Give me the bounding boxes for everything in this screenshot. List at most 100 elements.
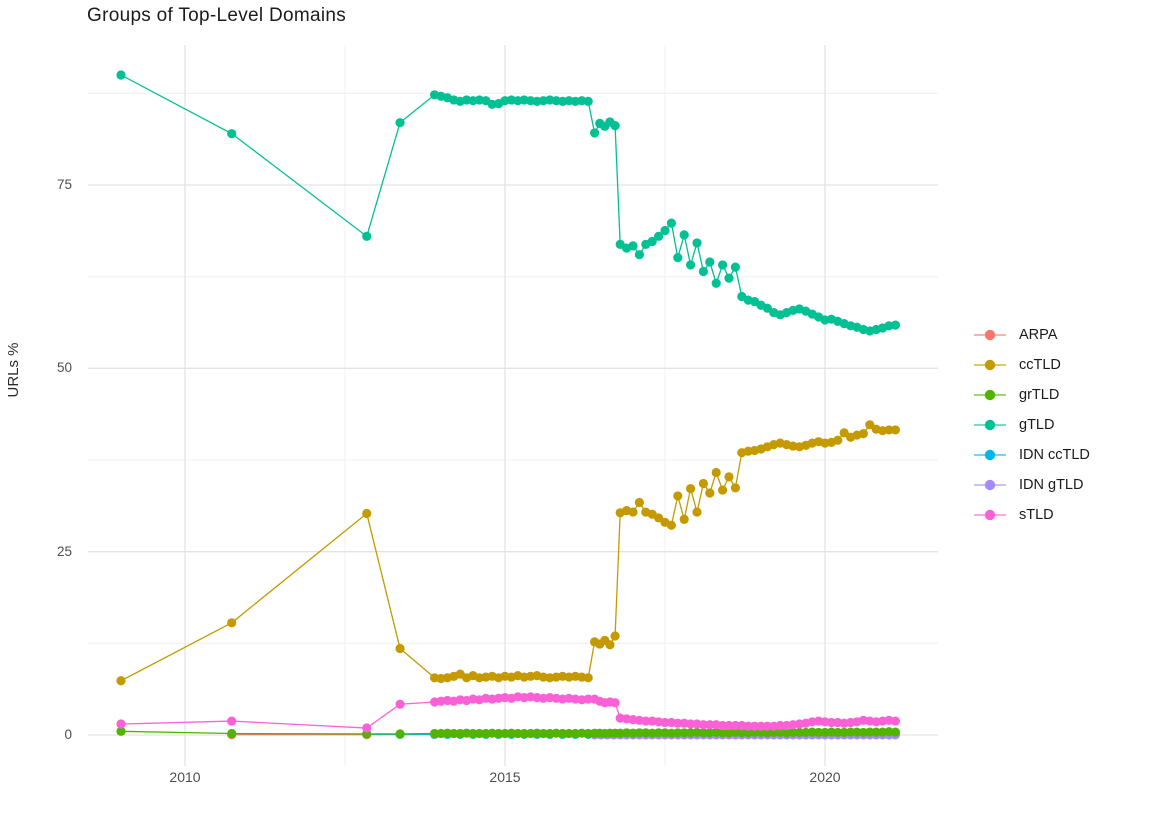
data-point (610, 631, 620, 641)
data-point (718, 260, 728, 270)
data-point (839, 428, 849, 438)
data-point (634, 728, 645, 738)
data-point (558, 728, 568, 739)
legend-label: gTLD (1019, 417, 1055, 433)
data-point (227, 716, 237, 726)
data-point (647, 236, 657, 247)
data-point (634, 250, 645, 260)
data-point (583, 673, 593, 683)
x-tick-label-2015: 2015 (489, 769, 521, 785)
data-point (227, 728, 237, 739)
legend-label: ccTLD (1019, 357, 1061, 373)
data-point (610, 698, 620, 708)
data-point (692, 238, 702, 248)
data-point (718, 720, 728, 731)
data-point (395, 699, 405, 709)
data-point (660, 717, 670, 728)
data-point (705, 720, 715, 730)
legend-key-icon (974, 449, 1006, 461)
data-point (116, 676, 126, 686)
data-point (762, 721, 773, 731)
data-point (395, 729, 405, 739)
data-point (711, 467, 721, 478)
series-cctld (116, 420, 901, 686)
y-tick-label-75: 75 (56, 177, 72, 192)
legend-key-icon (974, 509, 1006, 521)
data-point (686, 260, 696, 270)
data-point (711, 278, 721, 288)
legend-item-gtld: gTLD (972, 410, 1090, 440)
data-point (737, 728, 747, 738)
legend-key-icon (974, 329, 1006, 341)
data-point (641, 716, 651, 726)
legend-label: ARPA (1019, 327, 1058, 343)
data-point (654, 513, 664, 523)
data-point (673, 718, 683, 728)
chart-title: Groups of Top-Level Domains (87, 5, 347, 26)
data-point (750, 721, 760, 731)
data-point (865, 727, 875, 737)
data-point (430, 728, 440, 739)
data-point (494, 728, 504, 739)
data-point (519, 728, 529, 739)
data-point (756, 721, 766, 731)
legend: ARPA ccTLD grTLD gTLD IDN ccTLD IDN gTLD… (972, 320, 1090, 530)
data-point (730, 483, 741, 493)
data-point (227, 129, 237, 139)
data-point (468, 728, 478, 739)
data-point (724, 273, 734, 283)
y-tick-label-25: 25 (56, 544, 72, 559)
data-point (698, 478, 709, 489)
legend-item-stld: sTLD (972, 500, 1090, 530)
legend-key-icon (974, 359, 1006, 371)
data-point (628, 241, 638, 251)
data-point (679, 514, 689, 525)
data-point (583, 694, 593, 704)
series-grtld (116, 726, 901, 739)
legend-item-idn-gtld: IDN gTLD (972, 470, 1090, 500)
data-point (116, 726, 126, 736)
data-point (605, 640, 615, 650)
y-axis-title: URLs % (5, 342, 22, 398)
legend-label: sTLD (1019, 507, 1054, 523)
legend-item-grtld: grTLD (972, 380, 1090, 410)
data-point (474, 728, 484, 739)
legend-key-icon (974, 479, 1006, 491)
data-point (362, 723, 372, 733)
legend-item-idn-cctld: IDN ccTLD (972, 440, 1090, 470)
data-point (654, 231, 664, 241)
data-point (794, 727, 805, 738)
data-point (590, 128, 600, 138)
data-point (833, 435, 843, 445)
data-point (227, 618, 237, 628)
data-point (884, 425, 894, 435)
data-point (116, 70, 126, 80)
data-point (890, 716, 901, 726)
data-point (395, 643, 405, 654)
series-stld (116, 692, 901, 733)
data-point (705, 488, 715, 498)
data-point (628, 507, 638, 517)
y-tick-label-0: 0 (64, 727, 72, 742)
data-point (666, 218, 677, 228)
data-point (673, 253, 683, 263)
data-point (362, 231, 372, 241)
data-point (871, 727, 881, 737)
data-point (673, 491, 683, 501)
data-point (698, 266, 709, 277)
data-point (724, 720, 734, 731)
data-point (890, 320, 901, 330)
data-point (718, 728, 728, 738)
data-point (610, 121, 620, 131)
legend-key-icon (974, 389, 1006, 401)
legend-label: IDN gTLD (1019, 477, 1084, 493)
data-point (698, 728, 709, 738)
legend-item-arpa: ARPA (972, 320, 1090, 350)
legend-item-cctld: ccTLD (972, 350, 1090, 380)
data-point (449, 728, 459, 739)
data-point (538, 728, 549, 739)
data-point (666, 520, 677, 530)
data-point (890, 727, 901, 737)
data-point (814, 727, 824, 738)
